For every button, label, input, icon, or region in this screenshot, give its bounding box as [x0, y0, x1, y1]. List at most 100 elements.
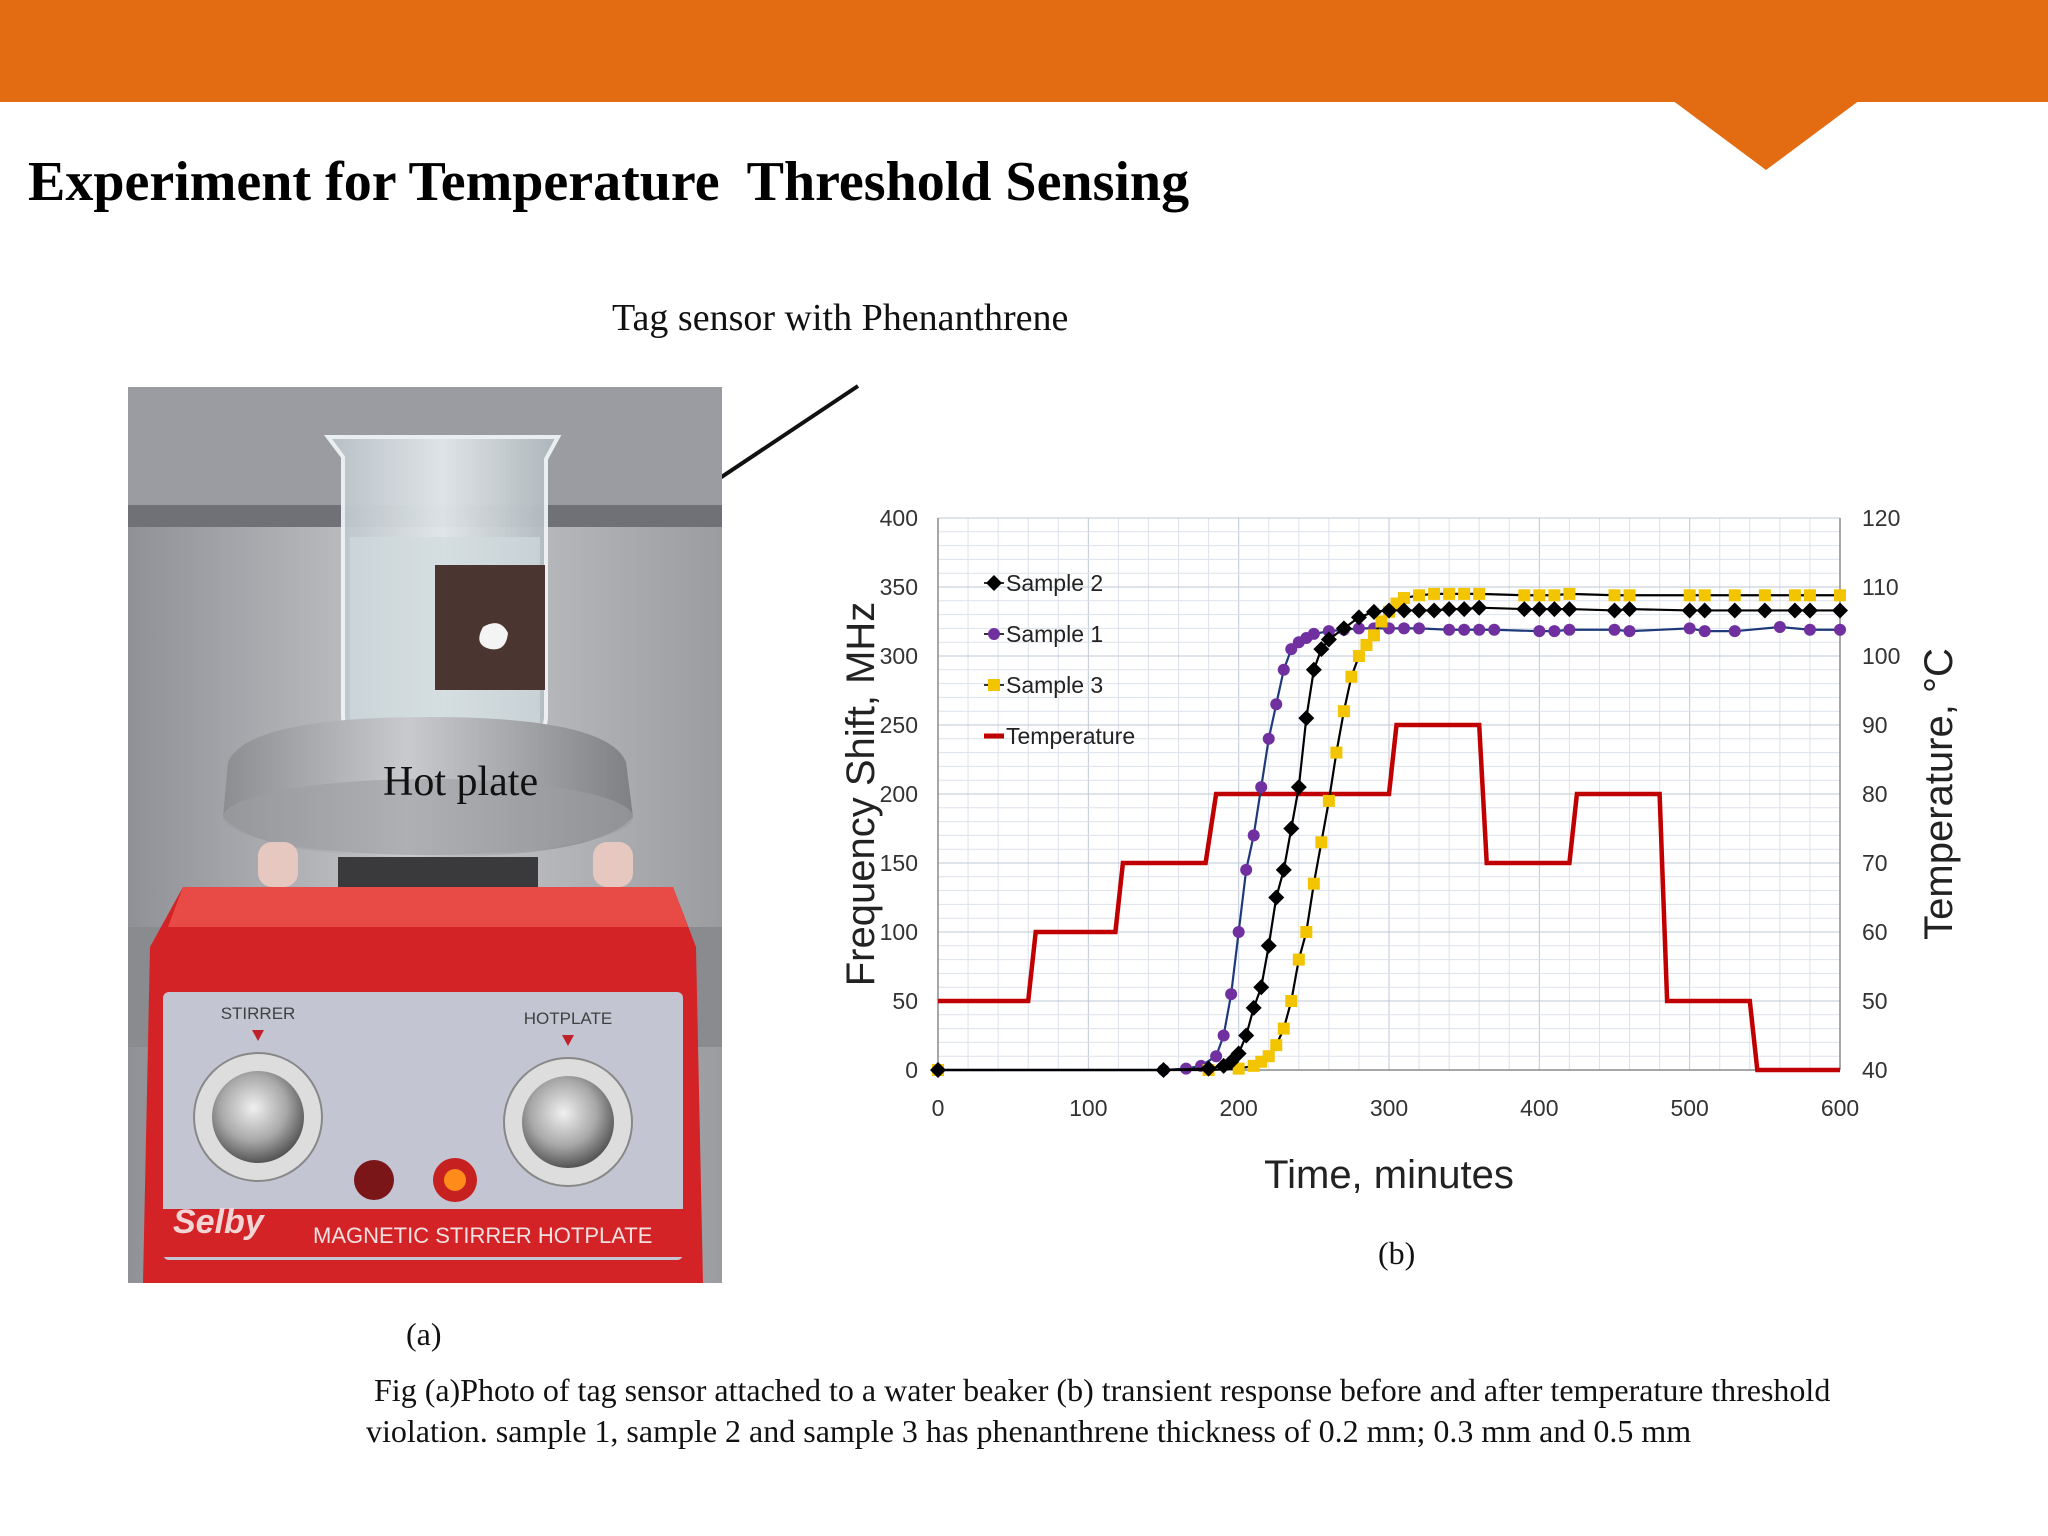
data-point — [1283, 820, 1300, 837]
data-point — [1516, 601, 1533, 618]
data-point — [1155, 1062, 1172, 1078]
data-point — [1518, 589, 1531, 602]
data-point — [1803, 623, 1816, 636]
x-tick-label: 100 — [1069, 1095, 1107, 1121]
data-point — [1365, 603, 1382, 620]
device-name-text: MAGNETIC STIRRER HOTPLATE — [313, 1223, 652, 1248]
series-line — [938, 722, 1840, 1073]
data-point — [1531, 601, 1548, 618]
data-point — [1307, 877, 1320, 890]
y2-axis-title: Temperature, °C — [1917, 648, 1961, 940]
data-point — [1786, 602, 1803, 619]
data-point — [1367, 629, 1380, 642]
data-point — [1428, 587, 1441, 600]
legend-label: Sample 1 — [1006, 621, 1103, 647]
legend: Sample 2 Sample 1 Sample 3 Temperature — [984, 570, 1135, 749]
data-point — [1803, 589, 1816, 602]
y-tick-label: 150 — [880, 850, 918, 876]
data-point — [1307, 627, 1320, 640]
data-point — [1441, 601, 1458, 618]
tag-sensor-label: Tag sensor with Phenanthrene — [612, 297, 1069, 339]
data-point — [1621, 601, 1638, 618]
data-point — [1270, 698, 1283, 711]
data-point — [1330, 746, 1343, 759]
y2-tick-label: 50 — [1862, 988, 1888, 1014]
data-point — [1546, 601, 1563, 618]
data-point — [1728, 625, 1741, 638]
x-tick-label: 600 — [1821, 1095, 1859, 1121]
data-point — [1396, 602, 1413, 619]
y2-tick-label: 100 — [1862, 643, 1900, 669]
data-point — [1277, 1022, 1290, 1035]
data-point — [1456, 601, 1473, 618]
series-line — [938, 625, 1840, 1072]
y-tick-label: 400 — [880, 505, 918, 531]
y-tick-label: 300 — [880, 643, 918, 669]
legend-item: Sample 1 — [984, 621, 1103, 647]
data-point — [1561, 601, 1578, 618]
y-tick-label: 250 — [880, 712, 918, 738]
legend-label: Sample 3 — [1006, 672, 1103, 698]
data-point — [1608, 589, 1621, 602]
data-point — [1238, 1027, 1255, 1044]
x-tick-label: 0 — [932, 1095, 945, 1121]
y-tick-label: 0 — [905, 1057, 918, 1083]
data-point — [1698, 589, 1711, 602]
hotplate-label: HOTPLATE — [524, 1009, 612, 1028]
data-point — [1548, 625, 1561, 638]
data-point — [1413, 589, 1426, 602]
y2-tick-label: 40 — [1862, 1057, 1888, 1083]
data-point — [1548, 589, 1561, 602]
data-point — [1217, 1029, 1230, 1042]
data-point — [1696, 602, 1713, 619]
y-tick-label: 100 — [880, 919, 918, 945]
data-point — [1352, 622, 1365, 635]
data-point — [1230, 1045, 1247, 1062]
y-tick-label: 50 — [892, 988, 918, 1014]
data-point — [1773, 621, 1786, 634]
data-point — [1411, 602, 1428, 619]
data-point — [1292, 953, 1305, 966]
data-point — [1683, 622, 1696, 635]
legend-item: Temperature — [984, 723, 1135, 749]
data-point — [1322, 625, 1335, 638]
series-temperature — [938, 722, 1840, 1073]
legend-swatch-marker — [988, 679, 1000, 691]
data-point — [1458, 587, 1471, 600]
data-point — [1728, 589, 1741, 602]
data-point — [1322, 794, 1335, 807]
data-point — [1262, 732, 1275, 745]
stirrer-knob[interactable] — [212, 1071, 304, 1163]
stirrer-label: STIRRER — [221, 1004, 296, 1023]
data-point — [1473, 623, 1486, 636]
data-point — [1413, 622, 1426, 635]
legend-label: Sample 2 — [1006, 570, 1103, 596]
hotplate-photo: STIRRER HOTPLATE Selby MAGNETIC STIRRER … — [128, 387, 722, 1283]
hotplate-knob[interactable] — [522, 1076, 614, 1168]
data-point — [1255, 781, 1268, 794]
data-point — [1253, 979, 1270, 996]
data-point — [1623, 589, 1636, 602]
series-sample-2 — [930, 599, 1848, 1078]
data-point — [1260, 937, 1277, 954]
data-point — [1320, 631, 1337, 648]
data-point — [1315, 836, 1328, 849]
brand-logo-text: Selby — [173, 1203, 266, 1241]
data-point — [1300, 926, 1313, 938]
data-point — [1360, 638, 1373, 651]
legend-item: Sample 3 — [984, 672, 1103, 698]
data-point — [1270, 1039, 1283, 1052]
y2-tick-label: 80 — [1862, 781, 1888, 807]
y2-tick-label: 110 — [1862, 574, 1899, 600]
figure-caption: Fig (a)Photo of tag sensor attached to a… — [366, 1370, 1986, 1452]
data-point — [1698, 625, 1711, 638]
data-point — [1488, 623, 1501, 636]
data-point — [1285, 995, 1298, 1007]
x-tick-label: 200 — [1219, 1095, 1257, 1121]
data-point — [1726, 602, 1743, 619]
data-point — [1473, 587, 1486, 600]
y2-tick-label: 90 — [1862, 712, 1888, 738]
data-point — [1232, 1062, 1245, 1075]
data-point — [1313, 641, 1330, 658]
data-point — [1832, 602, 1848, 619]
